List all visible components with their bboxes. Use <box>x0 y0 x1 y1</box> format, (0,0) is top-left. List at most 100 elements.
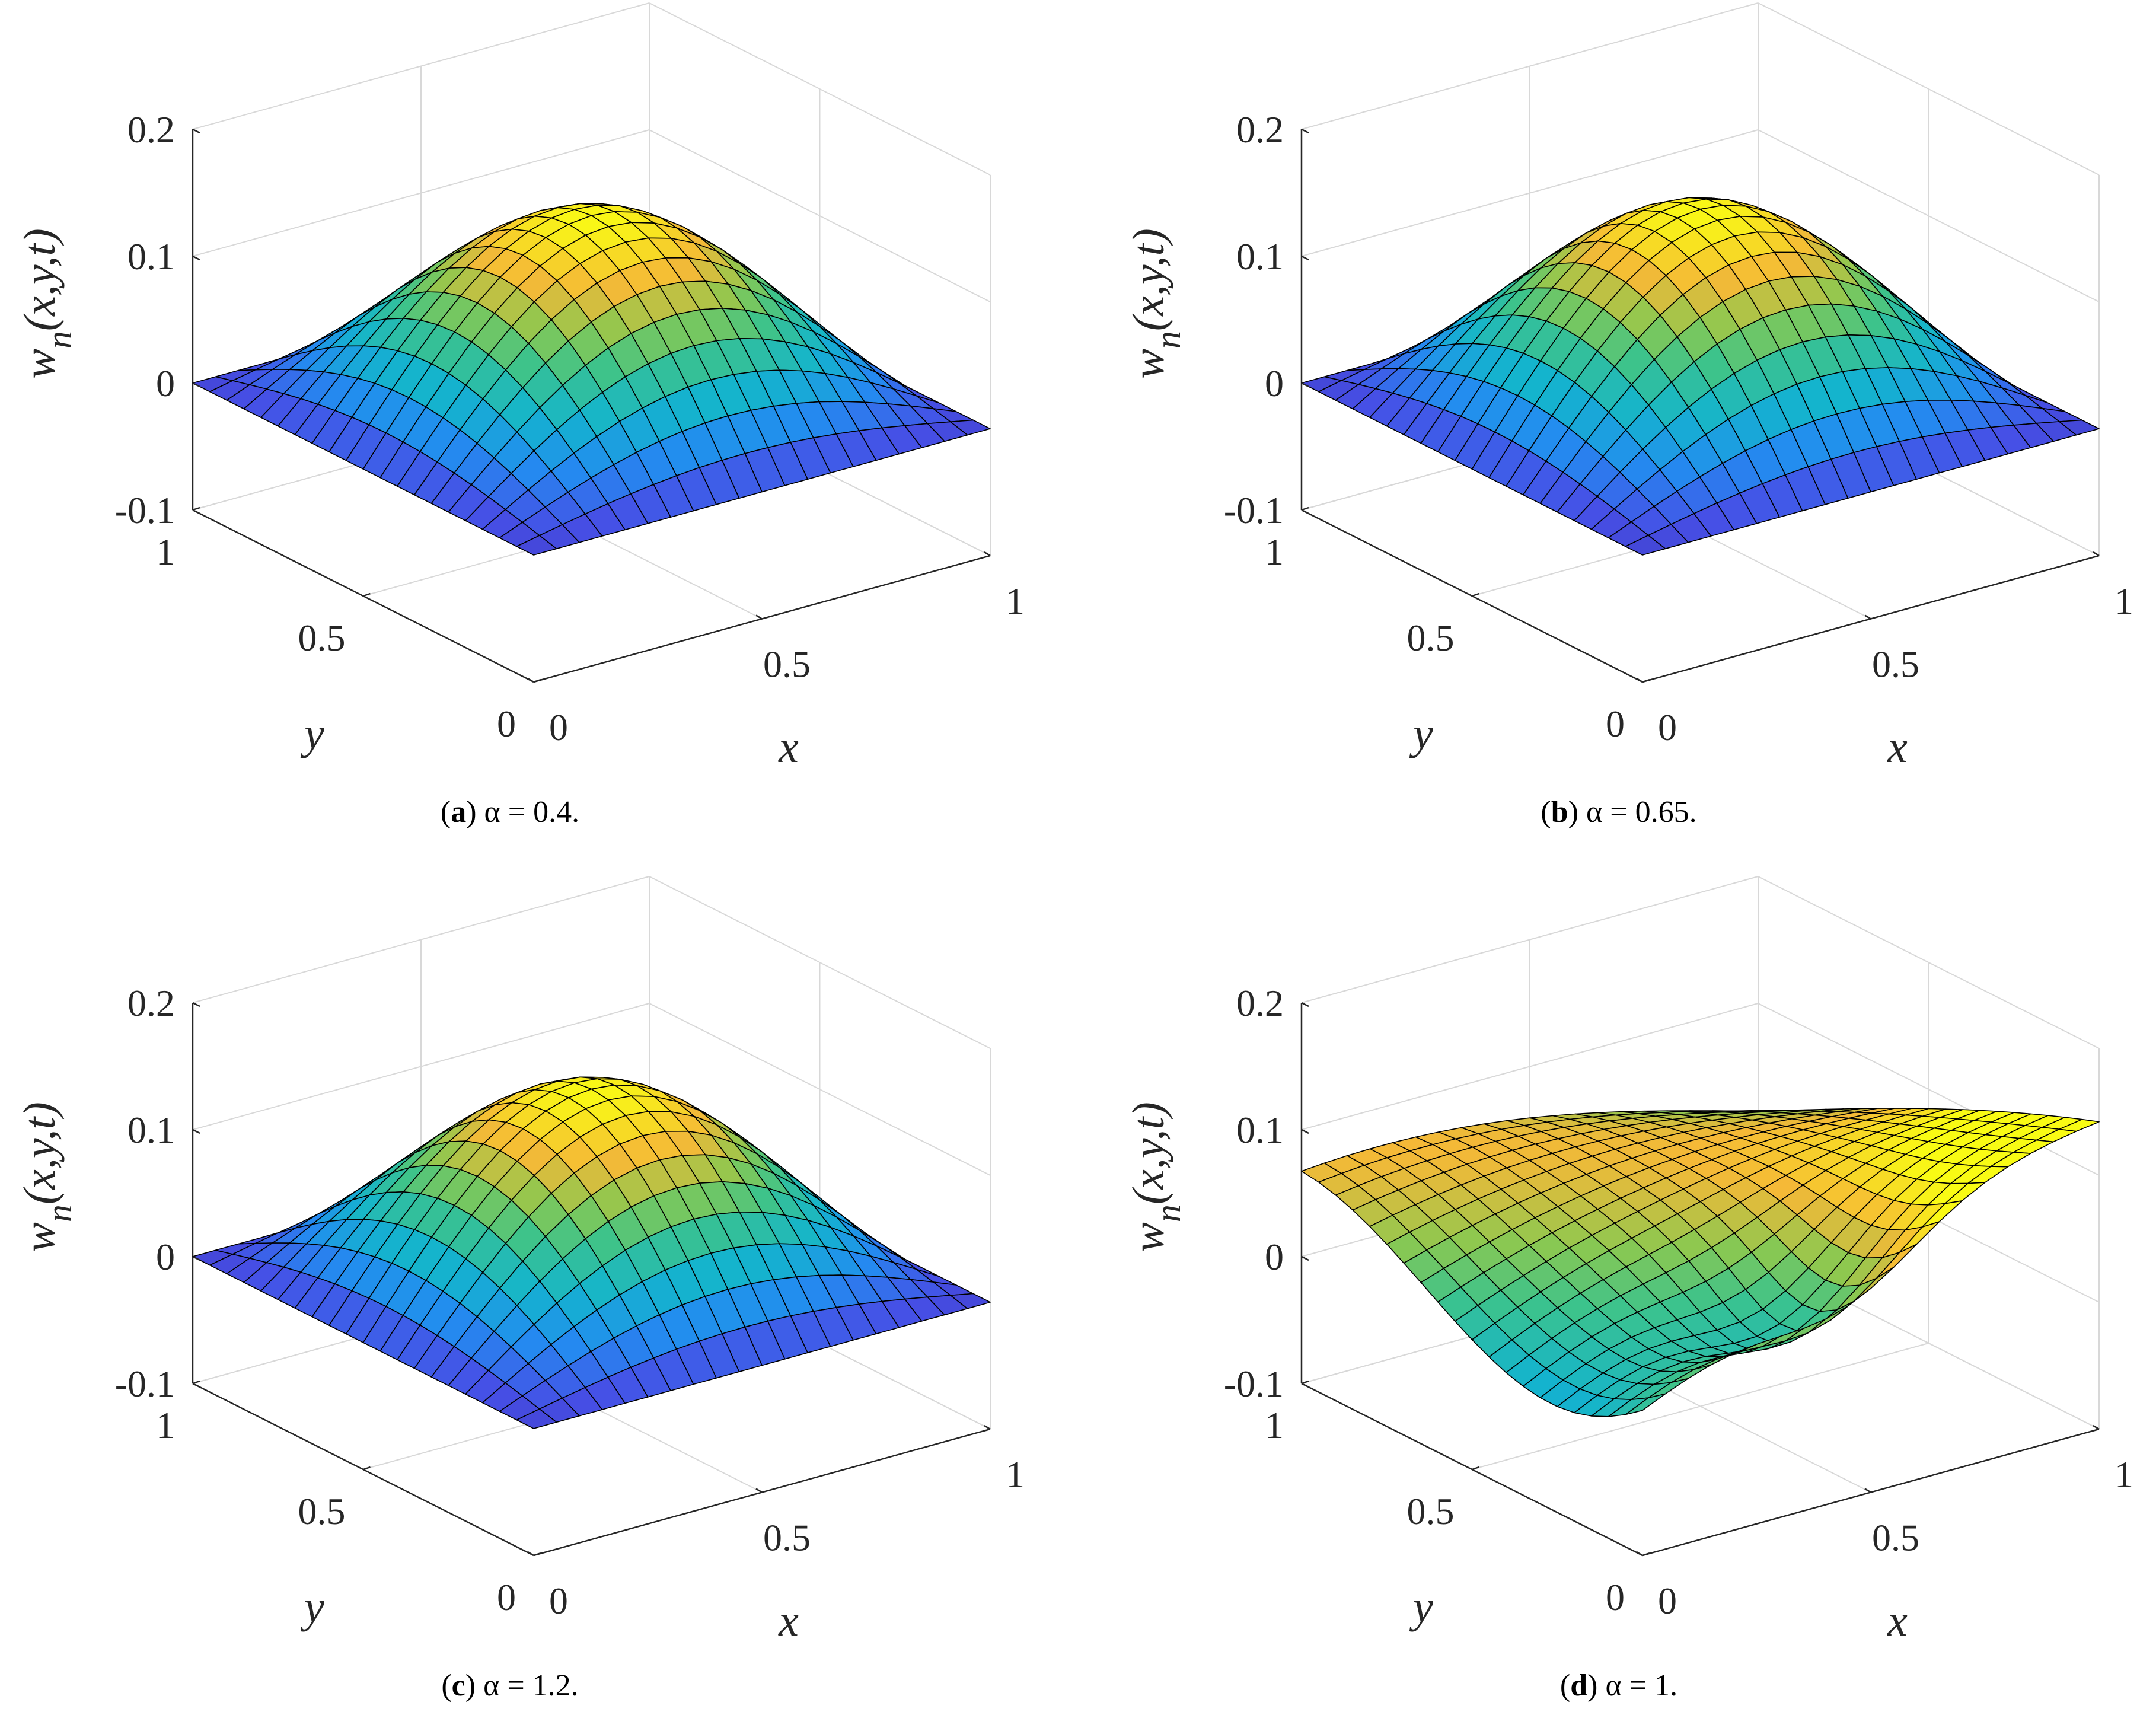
x-tick-mark <box>984 551 991 557</box>
caption-letter: b <box>1551 795 1568 829</box>
y-tick-mark <box>1472 592 1479 597</box>
z-tick-mark <box>1301 509 1309 515</box>
caption-paren: ) <box>1587 1669 1597 1703</box>
x-tick-mark <box>1636 1551 1643 1557</box>
y-tick-mark <box>1301 506 1309 511</box>
x-tick-mark <box>1864 614 1871 620</box>
caption-paren: ) <box>1568 795 1578 829</box>
x-tick-label: 0.5 <box>763 1517 811 1559</box>
y-tick-mark <box>1642 1552 1650 1557</box>
z-tick-mark <box>1301 1002 1309 1008</box>
y-tick-label: 1 <box>156 1404 175 1446</box>
x-axis-label: x <box>1887 722 1908 772</box>
x-tick-label: 0.5 <box>1872 643 1919 686</box>
x-tick-mark <box>2093 551 2100 557</box>
ticks: -0.1 0 0.1 0.2 0 0.5 1 0 0.5 1 <box>1224 982 2133 1622</box>
x-tick-mark <box>2093 1424 2100 1430</box>
x-tick-label: 0 <box>1658 1580 1677 1622</box>
z-tick-label: -0.1 <box>1224 489 1284 531</box>
caption-paren: ) <box>466 795 476 829</box>
panel-caption: (a) α = 0.4. <box>441 795 579 829</box>
z-label-part: w <box>15 1222 65 1252</box>
x-tick-label: 1 <box>1006 1453 1025 1496</box>
surface-patch <box>516 535 557 556</box>
caption-paren: ( <box>1560 1669 1570 1703</box>
ticks: -0.1 0 0.1 0.2 0 0.5 1 0 0.5 1 <box>115 982 1025 1622</box>
z-label-part: (x,y,t) <box>1124 1102 1173 1204</box>
x-tick-label: 0.5 <box>1872 1517 1919 1559</box>
z-tick-mark <box>192 1002 200 1008</box>
z-label-part: w <box>1124 349 1173 379</box>
y-tick-label: 0.5 <box>298 617 346 659</box>
z-tick-label: -0.1 <box>115 489 175 531</box>
caption-paren: ( <box>1541 795 1551 829</box>
z-tick-mark <box>1301 1255 1309 1261</box>
y-tick-label: 1 <box>1265 1404 1284 1446</box>
caption-paren: ( <box>441 795 451 829</box>
x-tick-label: 0.5 <box>763 643 811 686</box>
z-axis-label: wn(x,y,t) <box>1124 1102 1188 1252</box>
surface-patch <box>516 1408 557 1429</box>
z-tick-mark <box>1301 128 1309 134</box>
y-tick-label: 0 <box>1606 1576 1625 1618</box>
surface <box>1301 197 2100 556</box>
x-tick-mark <box>527 677 534 683</box>
y-tick-label: 0.5 <box>1407 1490 1455 1532</box>
caption-letter: c <box>452 1669 465 1703</box>
z-label-part: n <box>1149 331 1188 349</box>
y-tick-mark <box>192 1380 200 1385</box>
y-tick-label: 0 <box>497 703 516 745</box>
z-label-part: (x,y,t) <box>15 228 65 331</box>
z-tick-label: 0 <box>156 1236 175 1278</box>
z-tick-mark <box>192 382 200 388</box>
x-axis-label: x <box>778 722 799 772</box>
y-tick-mark <box>533 678 541 683</box>
z-label-part: w <box>15 349 65 379</box>
surface-patch <box>1625 534 1666 556</box>
y-tick-label: 0.5 <box>1407 617 1455 659</box>
caption-letter: d <box>1570 1669 1587 1703</box>
z-label-part: (x,y,t) <box>1124 228 1173 331</box>
caption-text: α = 1. <box>1598 1669 1678 1703</box>
panel-c: -0.1 0 0.1 0.2 0 0.5 1 0 0.5 1 x y wn(x,y,t) (c) α = … <box>15 876 1025 1703</box>
x-tick-mark <box>1636 677 1643 683</box>
z-label-part: n <box>1149 1204 1188 1222</box>
y-tick-mark <box>533 1552 541 1557</box>
y-axis-label: y <box>300 1582 324 1632</box>
z-tick-label: 0.1 <box>1236 235 1284 278</box>
z-tick-label: 0 <box>1265 1236 1284 1278</box>
surface <box>1301 1108 2100 1417</box>
x-axis-label: x <box>778 1596 799 1646</box>
y-axis-label: y <box>300 709 324 758</box>
panel-caption: (c) α = 1.2. <box>441 1669 578 1703</box>
z-tick-mark <box>192 1382 200 1388</box>
x-tick-label: 0 <box>549 706 568 748</box>
panel-b: -0.1 0 0.1 0.2 0 0.5 1 0 0.5 1 x y wn(x,y,t) (b) α = … <box>1124 2 2133 829</box>
y-tick-label: 0 <box>1606 703 1625 745</box>
caption-paren: ( <box>441 1669 451 1703</box>
x-tick-label: 0 <box>549 1580 568 1622</box>
y-tick-mark <box>1301 1380 1309 1385</box>
x-tick-label: 0 <box>1658 706 1677 748</box>
surface <box>192 203 991 556</box>
surface <box>192 1076 991 1429</box>
z-tick-mark <box>192 1255 200 1261</box>
grid-line <box>1472 1343 1929 1470</box>
z-tick-mark <box>1301 382 1309 388</box>
x-tick-mark <box>755 614 763 620</box>
z-tick-label: 0.2 <box>1236 982 1284 1024</box>
caption-text: α = 1.2. <box>476 1669 579 1703</box>
y-axis-label: y <box>1409 709 1433 758</box>
y-tick-label: 0.5 <box>298 1490 346 1532</box>
panel-a: -0.1 0 0.1 0.2 0 0.5 1 0 0.5 1 x y wn(x,y,t) (a) α = … <box>15 2 1025 829</box>
y-tick-mark <box>363 1466 371 1471</box>
caption-text: α = 0.65. <box>1578 795 1697 829</box>
z-tick-label: 0.2 <box>127 109 175 151</box>
z-tick-mark <box>192 1128 200 1134</box>
z-tick-label: 0 <box>156 362 175 404</box>
z-tick-mark <box>1301 1128 1309 1134</box>
z-tick-mark <box>1301 1382 1309 1388</box>
y-axis-label: y <box>1409 1582 1433 1632</box>
z-label-part: n <box>40 1204 79 1222</box>
